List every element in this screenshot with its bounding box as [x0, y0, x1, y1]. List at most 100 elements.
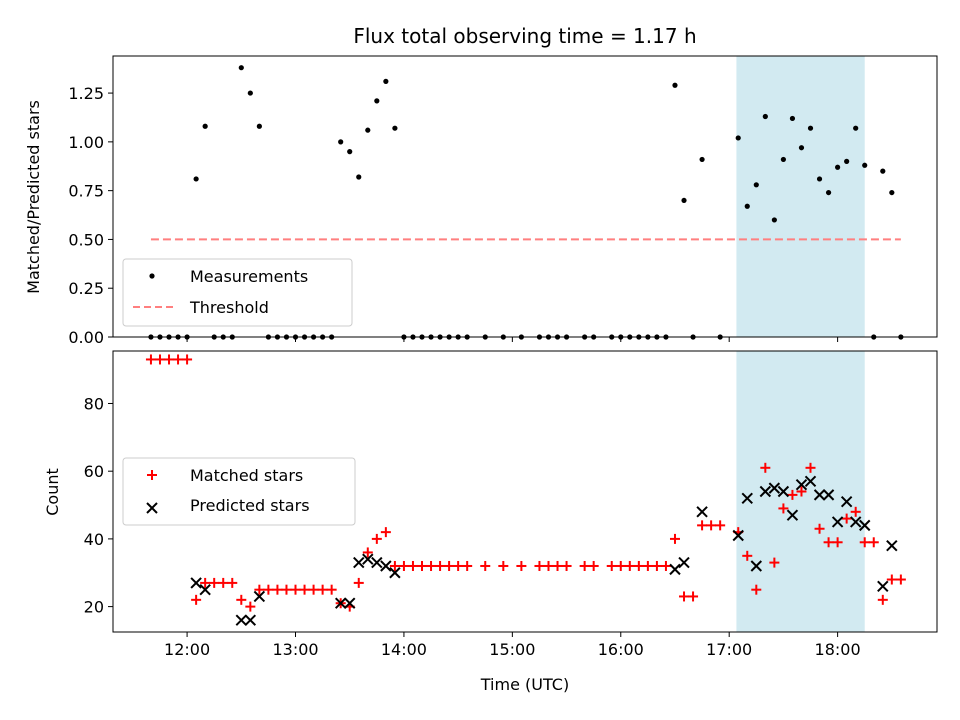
- top-legend: Measurements Threshold: [122, 258, 353, 327]
- measurement-point: [356, 174, 362, 180]
- x-tick-label: 18:00: [815, 640, 861, 659]
- matched-stars-point: [209, 577, 220, 588]
- matched-stars-point: [832, 537, 843, 548]
- x-tick-label: 14:00: [381, 640, 427, 659]
- matched-stars-point: [154, 354, 165, 365]
- predicted-stars-point: [813, 489, 826, 501]
- predicted-stars-point: [786, 509, 799, 521]
- y-tick-label: 80: [84, 394, 104, 413]
- measurement-point: [744, 203, 750, 209]
- matched-stars-point: [886, 574, 897, 585]
- matched-stars-point: [796, 486, 807, 497]
- matched-stars-point: [254, 584, 265, 595]
- matched-stars-point: [715, 520, 726, 531]
- matched-stars-point: [191, 594, 202, 605]
- measurement-point: [825, 189, 832, 196]
- matched-stars-point: [245, 601, 256, 612]
- bottom-panel: 12:00 13:00 14:00 15:00 16:00 17:00 18:00 20 40…: [43, 350, 938, 694]
- predicted-stars-point: [732, 529, 744, 542]
- y-tick-label: 0.25: [68, 279, 104, 298]
- measurement-point: [807, 125, 814, 131]
- measurement-point: [762, 113, 768, 120]
- matched-stars-point: [173, 354, 184, 365]
- x-tick-label: 17:00: [706, 640, 752, 659]
- measurement-point: [789, 115, 796, 122]
- x-tick-label: 16:00: [598, 640, 644, 659]
- measurement-point: [238, 65, 244, 71]
- measurement-point: [835, 164, 841, 170]
- x-tick-label: 15:00: [489, 640, 535, 659]
- predicted-stars-point: [199, 583, 211, 596]
- matched-stars-point: [371, 533, 382, 544]
- predicted-stars-point: [849, 516, 862, 528]
- measurement-point: [880, 168, 886, 174]
- matched-stars-point: [751, 584, 762, 595]
- matched-stars-point: [218, 577, 229, 588]
- matched-stars-point: [742, 550, 753, 561]
- matched-stars-point: [398, 560, 409, 571]
- predicted-stars-point: [877, 580, 889, 593]
- matched-stars-point: [272, 584, 283, 595]
- predicted-stars-point: [380, 560, 392, 572]
- top-y-axis-label: Matched/Predicted stars: [24, 100, 43, 294]
- predicted-stars-point: [741, 492, 753, 504]
- matched-stars-point: [308, 584, 319, 595]
- matched-stars-point: [407, 560, 418, 571]
- measurement-point: [247, 90, 253, 96]
- predicted-stars-point: [371, 556, 383, 569]
- legend-matched-marker: [147, 470, 157, 480]
- measurement-point: [780, 156, 787, 163]
- predicted-stars-point: [768, 482, 781, 494]
- matched-stars-point: [543, 560, 554, 571]
- measurement-point: [672, 82, 678, 88]
- matched-stars-point: [561, 560, 572, 571]
- measurement-point: [347, 149, 353, 155]
- matched-stars-point: [660, 560, 671, 571]
- matched-stars-point: [299, 584, 310, 595]
- predicted-stars-point: [795, 479, 808, 491]
- matched-stars-point: [615, 560, 626, 571]
- y-tick-label: 0.00: [68, 328, 104, 347]
- matched-stars-point: [227, 577, 238, 588]
- matched-stars-point: [453, 560, 464, 571]
- matched-stars-point: [145, 354, 156, 365]
- measurement-point: [798, 145, 805, 151]
- predicted-stars-point: [362, 553, 374, 565]
- x-tick-label: 13:00: [272, 640, 318, 659]
- predicted-stars-point: [777, 485, 790, 498]
- x-axis-label: Time (UTC): [480, 675, 569, 694]
- legend-predicted-marker: [146, 502, 158, 514]
- matched-stars-point: [588, 560, 599, 571]
- matched-stars-point: [850, 506, 861, 517]
- bottom-legend: Matched stars Predicted stars: [122, 457, 356, 526]
- predicted-stars-point: [669, 563, 681, 576]
- matched-stars-point: [480, 560, 491, 571]
- matched-stars-point: [417, 560, 427, 571]
- y-tick-label: 0.75: [68, 182, 104, 201]
- matched-stars-point: [606, 560, 617, 571]
- predicted-stars-point: [253, 590, 266, 603]
- matched-stars-point: [859, 537, 870, 548]
- measurement-point: [193, 176, 199, 182]
- matched-stars-point: [263, 584, 274, 595]
- predicted-stars-point: [190, 577, 202, 589]
- matched-stars-point: [697, 520, 708, 531]
- matched-stars-point: [182, 354, 193, 365]
- matched-stars-point: [444, 560, 455, 571]
- matched-stars-point: [426, 560, 437, 571]
- predicted-stars-point: [389, 567, 401, 579]
- measurement-point: [889, 189, 895, 196]
- matched-stars-point: [579, 560, 590, 571]
- measurement-point: [816, 176, 823, 182]
- matched-stars-point: [651, 560, 662, 571]
- matched-stars-point: [688, 591, 699, 602]
- measurement-point: [862, 162, 868, 168]
- measurement-point: [392, 125, 398, 131]
- bottom-y-axis-label: Count: [43, 468, 62, 516]
- predicted-stars-point: [804, 475, 817, 488]
- measurement-point: [383, 78, 389, 84]
- matched-stars-point: [380, 527, 391, 538]
- x-tick-label: 12:00: [164, 640, 210, 659]
- predicted-stars-point: [344, 597, 356, 609]
